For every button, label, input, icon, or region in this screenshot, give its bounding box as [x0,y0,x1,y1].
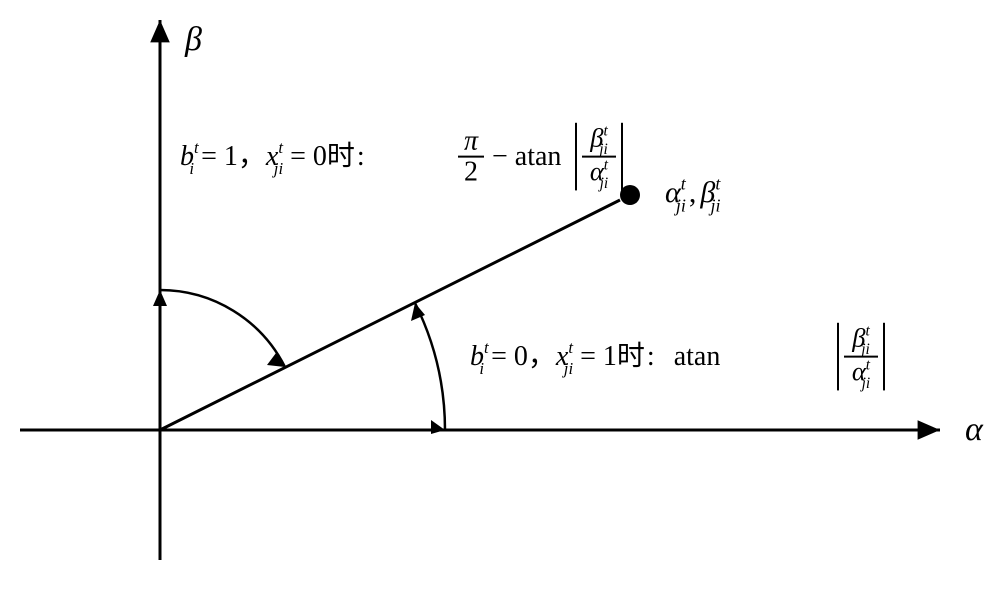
x-axis-label: α [965,411,984,448]
y-axis-label: β [184,21,202,58]
diagram-canvas: αβαtji,βtjibti = 1，xtji = 0时:π2 − atanβt… [0,0,1000,594]
svg-text:2: 2 [464,156,478,187]
svg-text:− atan: − atan [492,141,561,172]
svg-text:π: π [464,126,479,157]
